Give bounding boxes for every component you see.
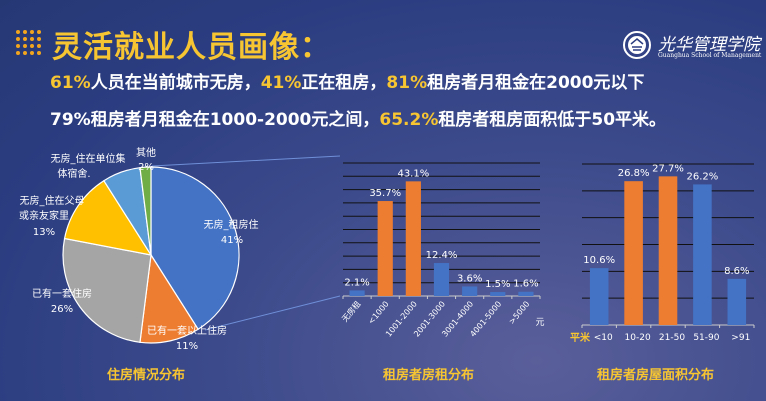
pie-category-label: 或亲友家里 (19, 209, 69, 222)
dot (30, 30, 34, 34)
summary-text: 人员在当前城市无房， (90, 73, 261, 93)
dot (16, 30, 20, 34)
bar (518, 291, 534, 296)
highlight-text: 65.2% (379, 110, 439, 130)
pie-category-label: 其他 (136, 146, 156, 159)
dot (37, 37, 41, 41)
pie-category-label: 无房_租房住 (204, 218, 259, 231)
dot (23, 44, 27, 48)
bar-value-label: 26.8% (618, 168, 650, 179)
university-seal-icon (623, 31, 651, 59)
pie-value-label: 26% (51, 304, 73, 315)
highlight-text: 61% (50, 73, 91, 93)
x-tick-label: 无房租 (340, 299, 363, 324)
summary-text: 79% (50, 110, 91, 130)
bar-value-label: 27.7% (652, 163, 684, 174)
connector-line (204, 295, 341, 331)
pie-category-label: 已有一套住房 (32, 287, 92, 300)
dot (30, 37, 34, 41)
summary-line-1: 61%人员在当前城市无房，41%正在租房，81%租房者月租金在2000元以下 (50, 68, 644, 93)
dot (37, 30, 41, 34)
summary-text: 租房者租房面积低于50平米。 (438, 110, 667, 130)
pie-value-label: 11% (176, 341, 198, 352)
pie-slice (62, 237, 152, 343)
bar-value-label: 35.7% (369, 188, 401, 199)
bar (490, 292, 506, 296)
bar (349, 290, 365, 296)
x-tick-label: >91 (731, 333, 750, 343)
decorative-dots-icon (16, 30, 44, 58)
x-tick-label: <10 (594, 333, 613, 343)
dot (37, 44, 41, 48)
highlight-text: 81% (386, 73, 428, 93)
dot (23, 30, 27, 34)
x-tick-label: 51-90 (693, 333, 719, 343)
pie-slice (63, 179, 153, 256)
x-tick-label: >5000 (507, 300, 531, 327)
pie-caption: 住房情况分布 (107, 368, 186, 383)
dot (16, 51, 20, 55)
bar-value-label: 1.5% (485, 279, 510, 290)
x-tick-label: 10-20 (625, 333, 651, 343)
dot (16, 44, 20, 48)
pie-value-label: 41% (221, 235, 243, 246)
dot (23, 37, 27, 41)
bar-value-label: 1.6% (513, 279, 538, 290)
bar-value-label: 43.1% (397, 168, 429, 179)
bar (727, 278, 747, 325)
x-unit-label: 元 (535, 318, 544, 328)
pie-category-label: 体宿舍. (57, 167, 90, 180)
summary-line-2: 79%租房者月租金在1000-2000元之间，65.2%租房者租房面积低于50平… (50, 105, 666, 130)
bar-value-label: 3.6% (457, 273, 482, 284)
summary-text: 正在租房， (301, 73, 387, 93)
x-tick-label: <1000 (366, 300, 390, 327)
bar-value-label: 12.4% (426, 250, 458, 261)
bar-value-label: 2.1% (344, 277, 369, 288)
dot (30, 44, 34, 48)
x-unit-label: 平米 (570, 331, 591, 344)
dot (30, 51, 34, 55)
dot (16, 37, 20, 41)
pie-category-label: 已有一套以上住房 (147, 324, 227, 337)
page-title: 灵活就业人员画像： (52, 30, 331, 65)
logo-text: 光华管理学院 (658, 35, 760, 55)
bar-value-label: 26.2% (687, 171, 719, 182)
bar-value-label: 8.6% (724, 266, 749, 277)
bar (693, 184, 712, 325)
summary-text: 租房者月租金在2000元以下 (427, 73, 645, 93)
dot (37, 51, 41, 55)
bar (377, 201, 393, 296)
bar (462, 286, 478, 296)
bar (624, 181, 643, 325)
bar (433, 263, 450, 296)
pie-category-label: 无房_住在父母 (20, 194, 85, 207)
pie-value-label: 13% (33, 227, 55, 238)
bar-value-label: 10.6% (583, 255, 615, 266)
logo-subtext: Guanghua School of Management (658, 52, 762, 59)
summary-text: 租房者月租金在1000-2000元之间， (90, 110, 380, 130)
dot (23, 51, 27, 55)
rent-chart-caption: 租房者房租分布 (383, 368, 475, 383)
pie-category-label: 无房_住在单位集 (51, 152, 126, 165)
pie-value-label: 2% (138, 162, 154, 173)
bar (405, 181, 421, 296)
highlight-text: 41% (260, 73, 302, 93)
connector-line (151, 155, 341, 167)
bar (658, 176, 678, 325)
area-chart-caption: 租房者房屋面积分布 (597, 368, 715, 383)
bar (589, 268, 609, 325)
pie-slice (139, 166, 152, 256)
x-tick-label: 21-50 (659, 333, 685, 343)
